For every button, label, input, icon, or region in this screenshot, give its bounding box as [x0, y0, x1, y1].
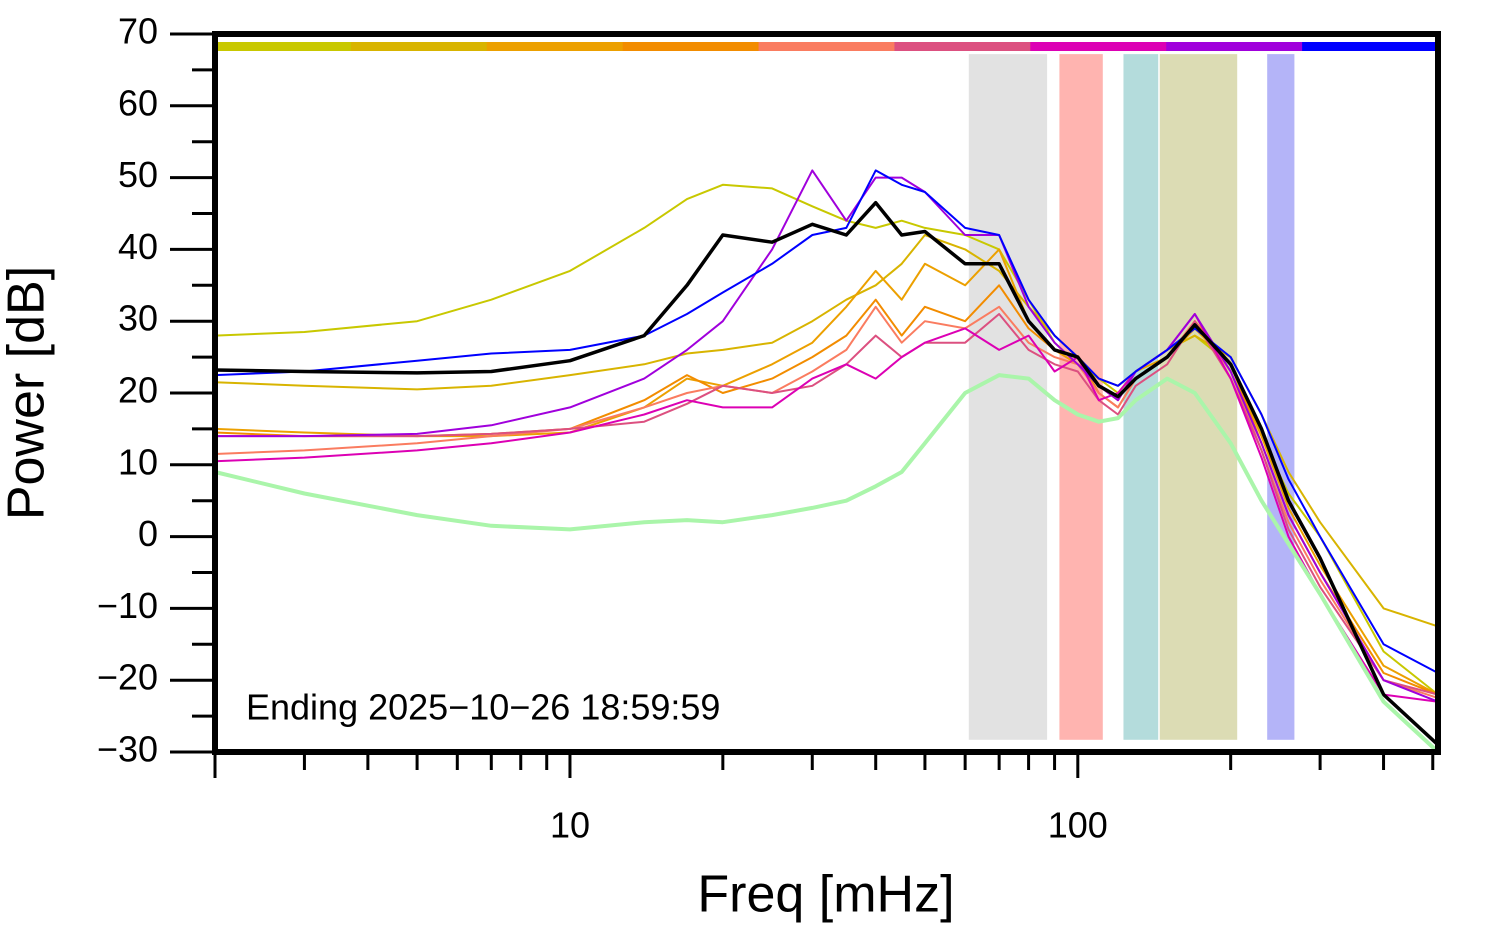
y-tick-label: −20: [97, 657, 158, 698]
color-strip: [894, 42, 1031, 51]
series-line: [214, 200, 1440, 747]
color-strip: [486, 42, 624, 51]
lines: [214, 169, 1440, 754]
y-tick-label: 10: [118, 441, 158, 482]
plot-frame: [212, 31, 1441, 755]
y-tick-label: 40: [118, 226, 158, 267]
band: [1267, 54, 1295, 740]
color-strip: [1030, 42, 1167, 51]
x-tick-label: 100: [1048, 805, 1108, 846]
color-strip: [350, 42, 488, 51]
y-tick-label: 20: [118, 370, 158, 411]
y-tick-label: 30: [118, 298, 158, 339]
color-strip: [622, 42, 760, 51]
color-strip: [1302, 42, 1439, 51]
y-tick-label: −30: [97, 729, 158, 770]
y-tick-label: 0: [138, 513, 158, 554]
series-line: [214, 373, 1440, 754]
y-tick-label: 70: [118, 11, 158, 52]
y-tick-label: 60: [118, 82, 158, 123]
x-tick-label: 10: [550, 805, 590, 846]
color-strip: [1166, 42, 1303, 51]
series-line: [214, 305, 1439, 700]
color-strip: [758, 42, 895, 51]
color-strip: [215, 42, 352, 51]
y-tick-label: −10: [97, 585, 158, 626]
annotation: Ending 2025−10−26 18:59:59: [246, 687, 720, 728]
band: [968, 54, 1048, 740]
series-line: [215, 169, 1439, 703]
y-axis-label: Power [dB]: [0, 266, 56, 520]
x-axis-label: Freq [mHz]: [697, 866, 954, 924]
series-line: [214, 313, 1439, 703]
y-tick-label: 50: [118, 154, 158, 195]
series-line: [214, 248, 1439, 696]
